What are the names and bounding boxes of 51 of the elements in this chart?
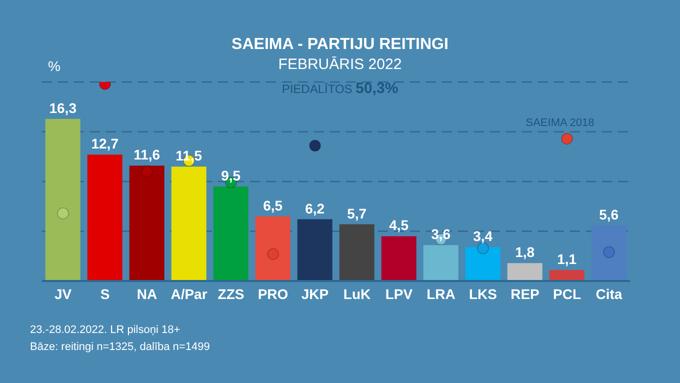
point [561, 132, 573, 145]
data-label: 11,5 [176, 148, 202, 164]
data-label: 6,5 [263, 197, 283, 214]
bar [465, 247, 500, 281]
bar [297, 219, 332, 281]
bar [507, 263, 542, 281]
chart-title: SAEIMA - PARTIJU REITINGI [230, 36, 450, 54]
x-tick-label: Cita [596, 286, 622, 302]
x-tick-label: NA [136, 286, 158, 302]
bar [255, 216, 290, 281]
x-tick-label: LRA [426, 286, 456, 302]
x-tick-label: JKP [301, 286, 329, 302]
bar [87, 154, 122, 281]
bar [591, 225, 626, 281]
data-label: 16,3 [49, 100, 77, 116]
data-label: 6,2 [305, 200, 325, 216]
y-axis-title: % [48, 58, 60, 74]
text: 23.-28.02.2022. LR pilsoņi 18+ [30, 324, 180, 336]
x-tick-label: PRO [258, 286, 288, 302]
x-tick-label: A/Par [170, 286, 208, 302]
bar [129, 166, 164, 281]
data-label: 9,5 [221, 167, 241, 184]
bar [381, 236, 416, 281]
data-label: 12,7 [91, 136, 119, 152]
bar [339, 224, 374, 281]
chart-subtitle: FEBRUĀRIS 2022 [278, 56, 402, 73]
x-tick-label: PCL [553, 286, 582, 302]
text: Bāze: reitingi n=1325, dalība n=1499 [30, 341, 210, 353]
point [141, 166, 153, 178]
bar [45, 118, 80, 281]
bar [549, 270, 584, 281]
x-tick-label: REP [510, 286, 540, 302]
x-tick-label: JV [54, 286, 72, 302]
point [57, 207, 69, 220]
data-label: 1,8 [515, 244, 535, 260]
x-tick-label: LKS [469, 286, 497, 302]
bar [423, 245, 458, 281]
data-label: 11,6 [134, 146, 160, 163]
data-label: 4,5 [389, 217, 409, 234]
data-label: 3,6 [431, 226, 451, 242]
x-tick-label: ZZS [218, 286, 244, 302]
point [603, 246, 615, 258]
data-label: 1,1 [557, 251, 577, 268]
data-label: 5,6 [599, 206, 619, 222]
x-tick-label: S [100, 286, 110, 302]
data-label: 5,7 [347, 205, 367, 222]
x-tick-label: LuK [343, 286, 371, 302]
x-tick-label: LPV [385, 286, 414, 302]
data-label: 3,4 [473, 228, 493, 244]
point [267, 248, 279, 260]
point [309, 140, 321, 152]
